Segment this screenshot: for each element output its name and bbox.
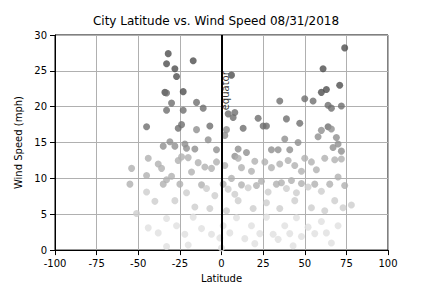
svg-text:-100: -100 <box>44 258 67 269</box>
svg-text:Latitude: Latitude <box>201 273 242 284</box>
svg-text:10: 10 <box>34 173 47 184</box>
svg-text:equator: equator <box>220 70 231 110</box>
svg-text:-50: -50 <box>130 258 146 269</box>
svg-text:30: 30 <box>34 30 47 41</box>
svg-text:-75: -75 <box>88 258 104 269</box>
svg-text:City Latitude vs. Wind Speed 0: City Latitude vs. Wind Speed 08/31/2018 <box>93 14 339 28</box>
svg-text:20: 20 <box>34 101 47 112</box>
svg-text:-25: -25 <box>172 258 188 269</box>
svg-text:100: 100 <box>378 258 397 269</box>
svg-text:0: 0 <box>41 245 47 256</box>
svg-text:5: 5 <box>41 209 47 220</box>
svg-text:25: 25 <box>34 65 47 76</box>
svg-text:75: 75 <box>340 258 353 269</box>
svg-text:50: 50 <box>298 258 311 269</box>
svg-text:15: 15 <box>34 137 47 148</box>
svg-text:Wind Speed (mph): Wind Speed (mph) <box>13 96 24 189</box>
svg-text:0: 0 <box>218 258 224 269</box>
svg-text:25: 25 <box>257 258 270 269</box>
